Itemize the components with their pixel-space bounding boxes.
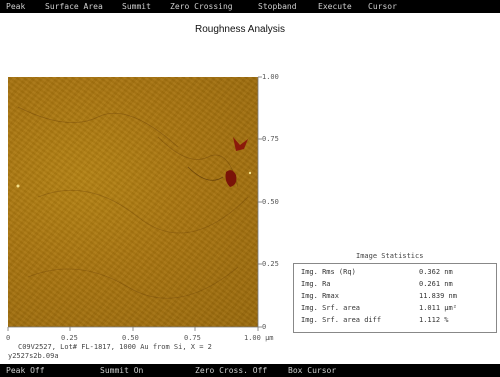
menu-stopband[interactable]: Stopband	[258, 2, 297, 11]
menu-execute[interactable]: Execute	[318, 2, 352, 11]
stats-label: Img. Srf. area	[301, 304, 361, 312]
x-tick-label: 1.00 µm	[244, 334, 274, 342]
status-bar: Peak Off Summit On Zero Cross. Off Box C…	[0, 364, 500, 377]
y-tick-label: 1.00	[262, 73, 279, 81]
menu-surface-area[interactable]: Surface Area	[45, 2, 103, 11]
menu-summit[interactable]: Summit	[122, 2, 151, 11]
stats-panel: Img. Rms (Rq) 0.362 nm Img. Ra 0.261 nm …	[293, 263, 497, 333]
stats-value: 1.112 %	[419, 316, 449, 324]
status-summit[interactable]: Summit On	[100, 366, 144, 375]
defect-spot-upper	[233, 137, 248, 151]
menu-cursor[interactable]: Cursor	[368, 2, 397, 11]
stats-value: 1.011 µm²	[419, 304, 457, 312]
stats-label: Img. Rmax	[301, 292, 339, 300]
stats-title: Image Statistics	[356, 252, 424, 260]
y-tick-label: 0.50	[262, 198, 279, 206]
stats-row: Img. Rms (Rq) 0.362 nm	[294, 267, 496, 278]
surface-features	[16, 106, 252, 299]
x-tick-label: 0.25	[61, 334, 78, 342]
y-tick-label: 0.75	[262, 135, 279, 143]
x-tick-label: 0.75	[184, 334, 201, 342]
menu-zero-crossing[interactable]: Zero Crossing	[170, 2, 233, 11]
file-id: y2527s2b.09a	[8, 352, 59, 360]
stats-value: 0.261 nm	[419, 280, 453, 288]
stats-row: Img. Rmax 11.839 nm	[294, 291, 496, 302]
stats-row: Img. Srf. area 1.011 µm²	[294, 303, 496, 314]
x-tick-label: 0	[6, 334, 11, 342]
y-tick-label: 0.25	[262, 260, 279, 268]
afm-height-image[interactable]	[8, 77, 258, 327]
status-zero-cross[interactable]: Zero Cross. Off	[195, 366, 268, 375]
stats-label: Img. Rms (Rq)	[301, 268, 356, 276]
page-title: Roughness Analysis	[194, 24, 286, 35]
stats-label: Img. Ra	[301, 280, 331, 288]
stats-label: Img. Srf. area diff	[301, 316, 382, 324]
stats-value: 11.839 nm	[419, 292, 457, 300]
stats-row: Img. Ra 0.261 nm	[294, 279, 496, 290]
stats-row: Img. Srf. area diff 1.112 %	[294, 315, 496, 326]
status-peak[interactable]: Peak Off	[6, 366, 45, 375]
x-tick-label: 0.50	[122, 334, 139, 342]
surface-texture	[8, 77, 258, 327]
stats-value: 0.362 nm	[419, 268, 453, 276]
y-tick-label: 0	[262, 323, 267, 331]
status-box-cursor[interactable]: Box Cursor	[288, 366, 337, 375]
sample-caption: C09V2527, Lot# FL-1817, 1000 Au from Si,…	[18, 343, 212, 351]
defect-spot-lower	[225, 170, 237, 187]
menu-peak[interactable]: Peak	[6, 2, 26, 11]
menu-bar: Peak Surface Area Summit Zero Crossing S…	[0, 0, 500, 13]
